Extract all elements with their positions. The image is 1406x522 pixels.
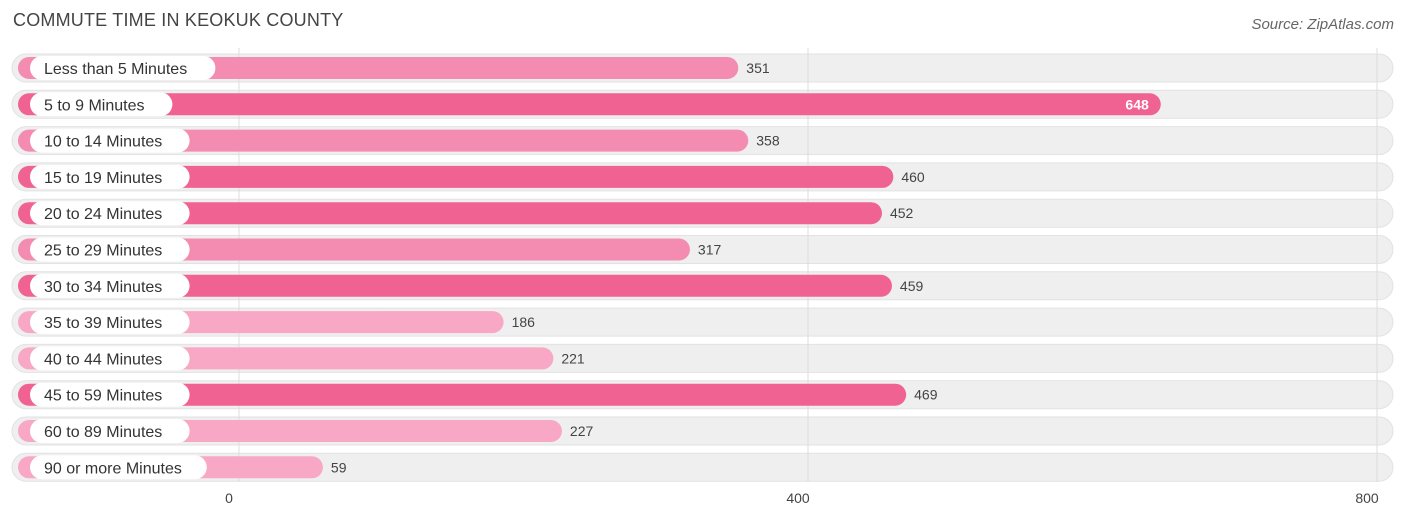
bar-row: 5 to 9 Minutes 648 xyxy=(18,92,1161,117)
bar xyxy=(18,129,749,152)
category-label-pill xyxy=(30,273,190,298)
value-label: 358 xyxy=(756,133,780,149)
bar-row: 45 to 59 Minutes 469 xyxy=(18,382,938,407)
category-label-pill xyxy=(30,128,190,153)
category-label: 15 to 19 Minutes xyxy=(44,170,162,187)
category-label-pill xyxy=(30,237,190,262)
bar-row: 90 or more Minutes 59 xyxy=(18,455,347,480)
category-label-pill xyxy=(30,455,207,480)
bar xyxy=(18,274,892,297)
bar-row: 35 to 39 Minutes 186 xyxy=(18,310,536,335)
category-label: 35 to 39 Minutes xyxy=(44,315,162,332)
value-label: 452 xyxy=(890,205,914,221)
bar-row: 20 to 24 Minutes 452 xyxy=(18,201,914,226)
category-label-pill xyxy=(30,92,173,117)
category-label-pill xyxy=(30,382,190,407)
x-tick-label: 800 xyxy=(1355,490,1379,506)
category-label: 5 to 9 Minutes xyxy=(44,97,145,114)
row-background xyxy=(11,452,1394,482)
bar xyxy=(18,93,1161,116)
category-label: 30 to 34 Minutes xyxy=(44,279,162,296)
bar-row: 40 to 44 Minutes 221 xyxy=(18,346,585,371)
x-tick-label: 0 xyxy=(225,490,233,506)
category-label: 20 to 24 Minutes xyxy=(44,206,162,223)
bar xyxy=(18,383,907,406)
bar xyxy=(18,202,882,225)
category-label: Less than 5 Minutes xyxy=(44,61,187,78)
bar xyxy=(18,165,894,188)
category-label: 25 to 29 Minutes xyxy=(44,243,162,260)
category-label-pill xyxy=(30,419,190,443)
category-label-pill xyxy=(30,164,190,189)
value-label: 221 xyxy=(561,350,585,366)
bar-row: 15 to 19 Minutes 460 xyxy=(18,164,925,189)
bar-row: 30 to 34 Minutes 459 xyxy=(18,273,924,298)
category-label: 40 to 44 Minutes xyxy=(44,351,162,368)
category-label-pill xyxy=(30,346,190,371)
bar-row: 25 to 29 Minutes 317 xyxy=(18,237,722,262)
category-label: 45 to 59 Minutes xyxy=(44,388,162,405)
value-label: 351 xyxy=(746,60,770,76)
x-tick-label: 400 xyxy=(786,490,810,506)
category-label-pill xyxy=(30,310,190,335)
value-label: 460 xyxy=(901,169,925,185)
bar-row: 60 to 89 Minutes 227 xyxy=(18,419,593,443)
category-label: 90 or more Minutes xyxy=(44,460,182,477)
value-label: 469 xyxy=(914,387,938,403)
value-label: 186 xyxy=(512,314,536,330)
category-label-pill xyxy=(30,56,216,80)
value-label: 459 xyxy=(900,278,924,294)
value-label: 227 xyxy=(570,423,594,439)
value-label: 317 xyxy=(698,242,722,258)
bar-row: Less than 5 Minutes 351 xyxy=(18,56,770,80)
value-label: 648 xyxy=(1125,96,1149,112)
category-label: 60 to 89 Minutes xyxy=(44,424,162,441)
bar-row: 10 to 14 Minutes 358 xyxy=(18,128,780,153)
chart-title: COMMUTE TIME IN KEOKUK COUNTY xyxy=(13,10,344,30)
source-credit: Source: ZipAtlas.com xyxy=(1251,16,1394,33)
value-label: 59 xyxy=(331,459,347,475)
category-label: 10 to 14 Minutes xyxy=(44,134,162,151)
category-label-pill xyxy=(30,201,190,226)
